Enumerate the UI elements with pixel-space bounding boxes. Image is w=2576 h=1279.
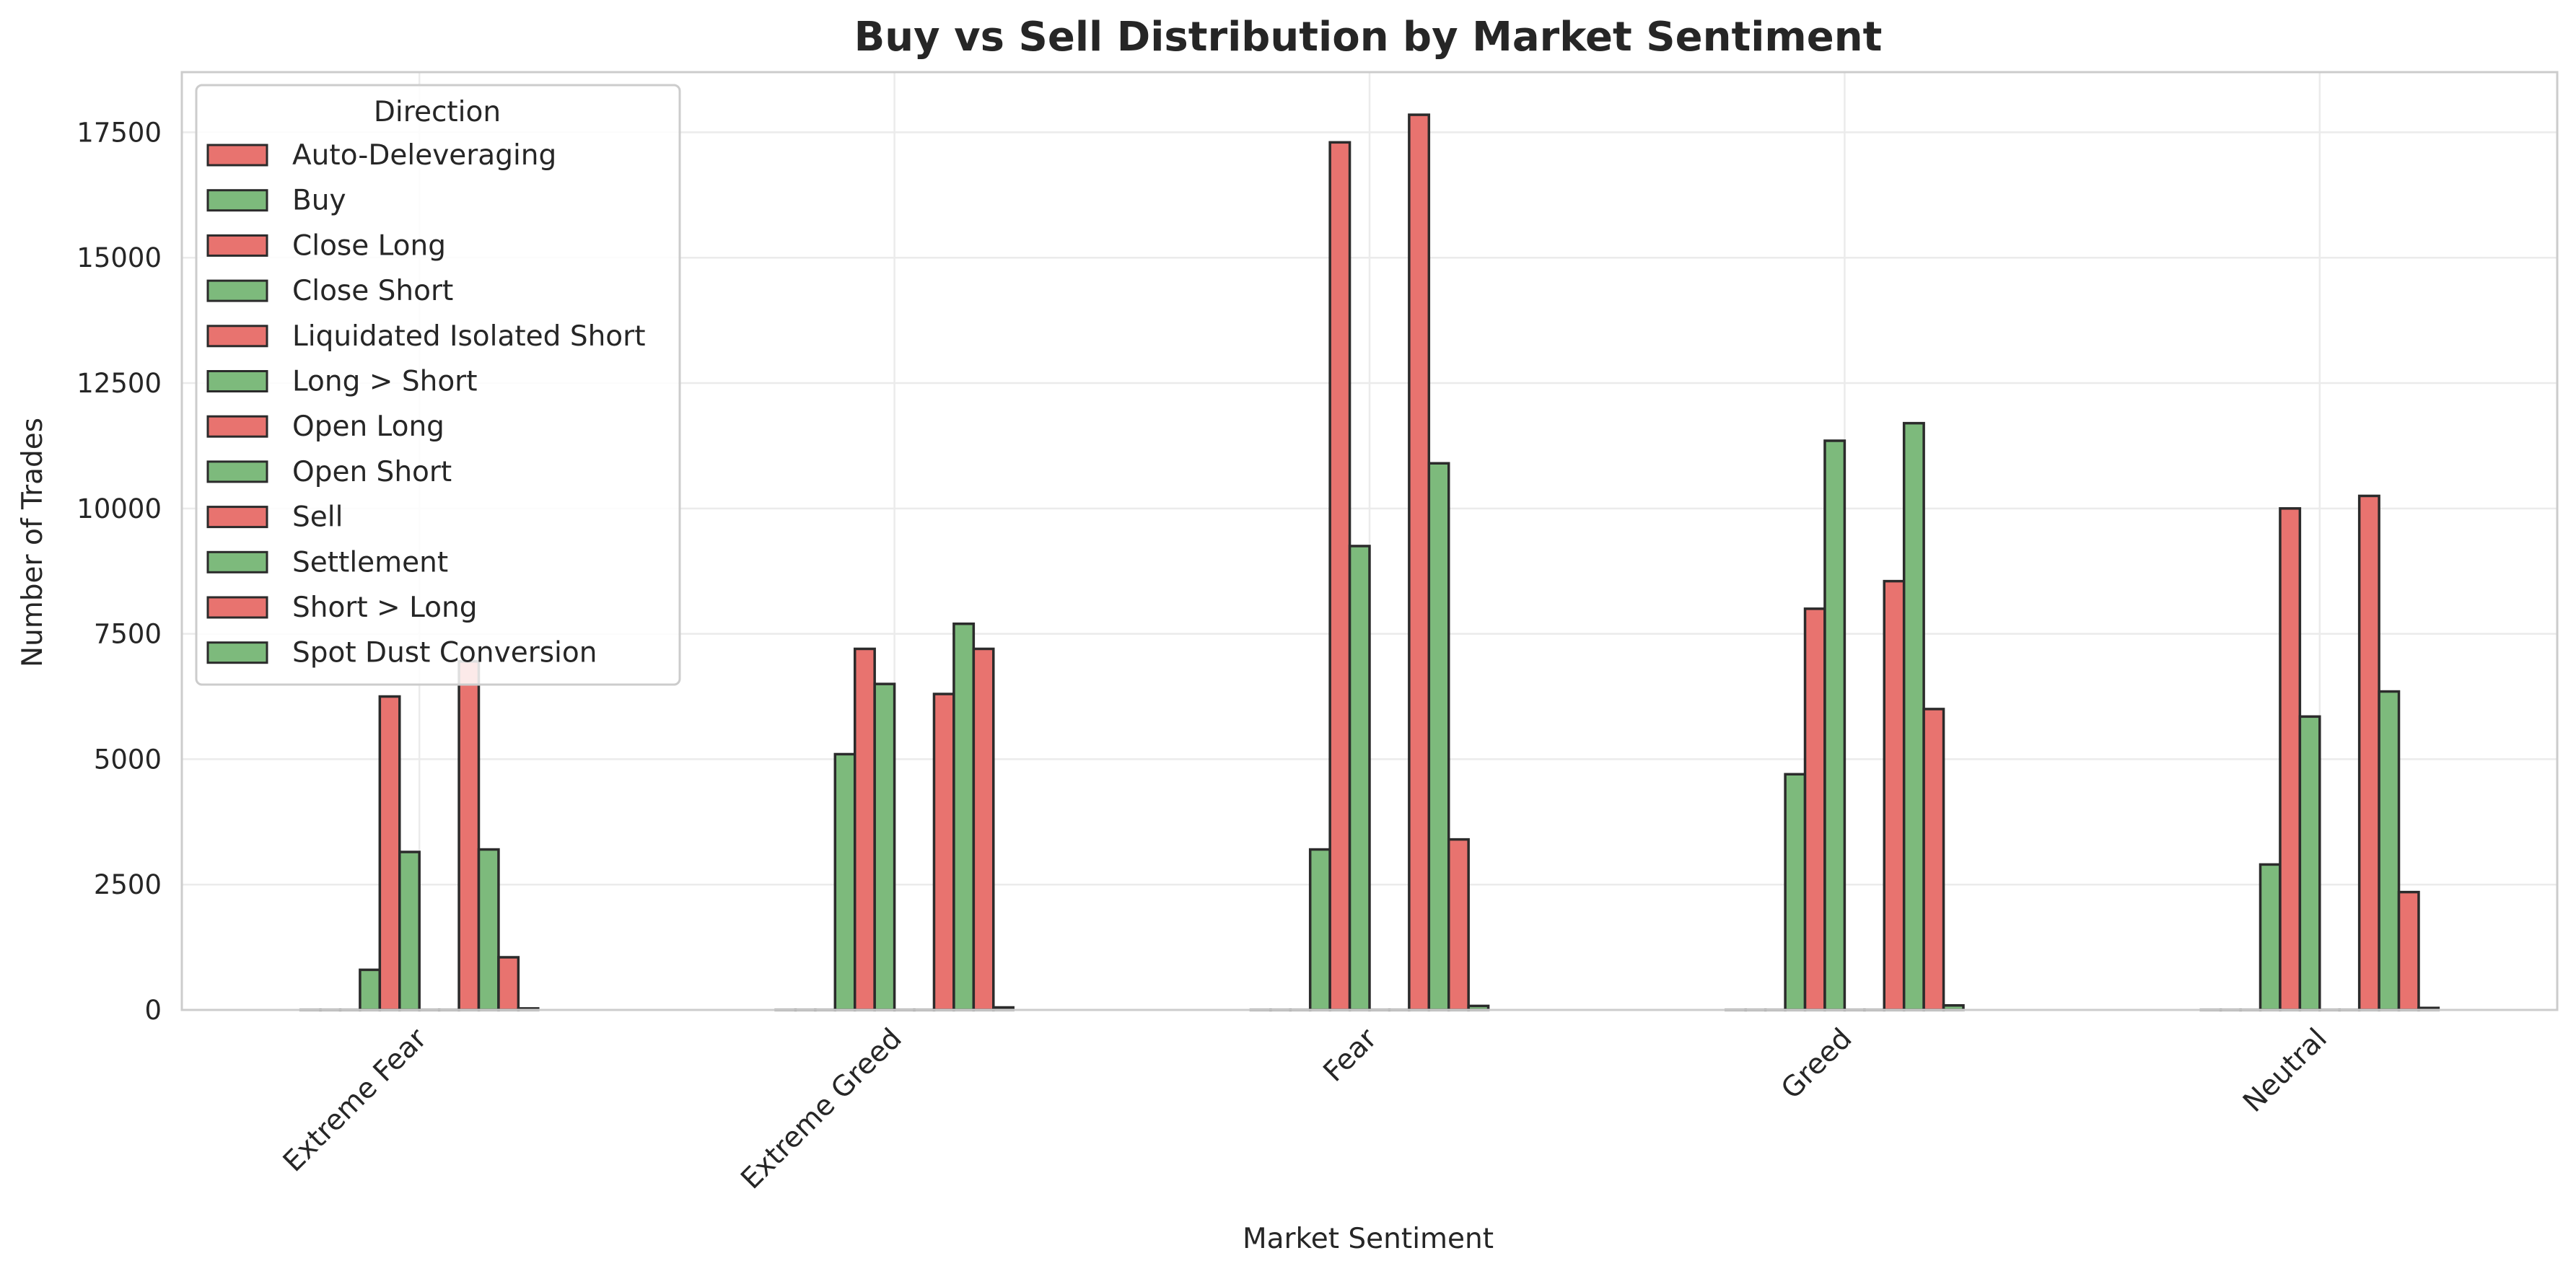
legend-entry-label: Buy <box>292 185 346 217</box>
bar <box>1825 441 1844 1010</box>
legend-entry-label: Short > Long <box>292 592 478 624</box>
bar <box>934 694 953 1010</box>
y-tick-label: 10000 <box>76 493 162 524</box>
bar <box>2379 692 2398 1010</box>
y-axis-label: Number of Trades <box>17 418 49 667</box>
y-tick-label: 17500 <box>76 117 162 148</box>
bar <box>835 754 854 1010</box>
bar <box>400 852 419 1010</box>
bar <box>1449 840 1468 1010</box>
legend-entry-label: Open Short <box>292 456 452 488</box>
bar <box>973 649 993 1010</box>
legend-entry-label: Spot Dust Conversion <box>292 637 597 669</box>
bar <box>875 684 894 1010</box>
bar <box>2360 496 2379 1010</box>
legend-swatch <box>208 597 267 617</box>
y-tick-label: 2500 <box>94 869 162 900</box>
bar <box>1805 609 1825 1010</box>
chart-title: Buy vs Sell Distribution by Market Senti… <box>854 14 1883 61</box>
legend-swatch <box>208 462 267 482</box>
bar <box>855 649 875 1010</box>
bar <box>2261 864 2280 1010</box>
bar <box>1350 546 1370 1010</box>
legend-swatch <box>208 190 267 211</box>
legend-swatch <box>208 145 267 165</box>
bar <box>380 697 399 1010</box>
legend-swatch <box>208 416 267 436</box>
bar <box>1310 850 1330 1010</box>
legend-entry-label: Liquidated Isolated Short <box>292 320 645 353</box>
legend-entry-label: Sell <box>292 501 343 534</box>
bar <box>1884 581 1903 1010</box>
legend-swatch <box>208 372 267 392</box>
bar <box>2280 509 2300 1010</box>
legend-entry-label: Auto-Deleveraging <box>292 139 556 172</box>
legend-swatch <box>208 326 267 346</box>
legend: Direction Auto-Deleveraging Buy Close Long… <box>196 85 680 685</box>
legend-swatch <box>208 235 267 255</box>
bar <box>1429 463 1448 1010</box>
legend-swatch <box>208 552 267 572</box>
legend-entry-label: Close Short <box>292 275 453 307</box>
bar <box>479 850 499 1010</box>
y-tick-label: 12500 <box>76 368 162 399</box>
legend-swatch <box>208 507 267 527</box>
bar <box>360 970 380 1010</box>
legend-swatch <box>208 281 267 301</box>
bar <box>459 662 478 1010</box>
y-tick-label: 7500 <box>94 619 162 650</box>
legend-title: Direction <box>374 96 501 128</box>
bar <box>1330 142 1349 1010</box>
bar <box>1785 774 1805 1010</box>
bar <box>954 624 973 1010</box>
y-tick-label: 0 <box>144 995 162 1026</box>
legend-entry-label: Close Long <box>292 229 446 262</box>
x-axis-label: Market Sentiment <box>1243 1223 1494 1255</box>
legend-swatch <box>208 643 267 663</box>
bar <box>2300 716 2319 1010</box>
bar <box>1924 709 1943 1010</box>
y-tick-label: 15000 <box>76 242 162 273</box>
legend-entry-label: Open Long <box>292 410 444 443</box>
bar <box>1904 423 1924 1010</box>
bar <box>2399 892 2419 1010</box>
legend-entry-label: Long > Short <box>292 366 478 398</box>
bar <box>1409 115 1429 1010</box>
y-tick-label: 5000 <box>94 744 162 775</box>
bar <box>499 957 518 1010</box>
legend-entry-label: Settlement <box>292 546 448 579</box>
